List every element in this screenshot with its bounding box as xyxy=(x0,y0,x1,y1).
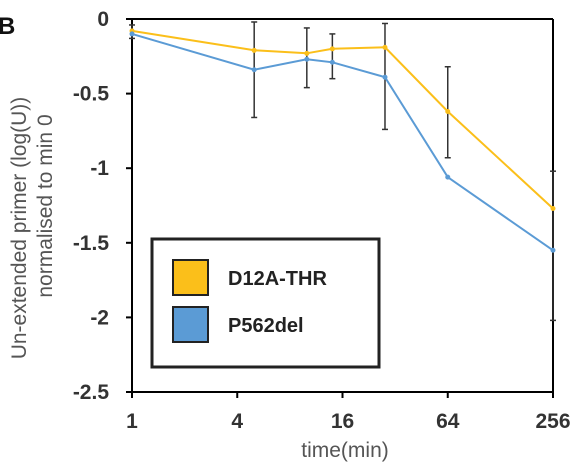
legend-swatch-d12a-thr xyxy=(172,259,209,296)
y-tick-label: -2 xyxy=(90,306,109,329)
x-tick-label: 16 xyxy=(331,410,354,433)
data-point xyxy=(382,74,388,80)
x-ticks: 1 4 16 64 256 xyxy=(126,392,571,433)
data-point xyxy=(382,44,388,50)
legend: D12A-THR P562del xyxy=(150,237,381,369)
legend-box xyxy=(150,237,381,369)
legend-swatch-p562del xyxy=(172,306,209,343)
y-tick-label: -0.5 xyxy=(73,83,110,106)
series-line-0 xyxy=(131,29,554,210)
y-tick-label: -2.5 xyxy=(73,381,110,404)
series-markers xyxy=(129,28,556,253)
series-line-1 xyxy=(131,32,554,252)
x-tick-label: 256 xyxy=(535,410,570,433)
data-point xyxy=(251,47,257,53)
data-point xyxy=(304,50,310,56)
x-tick-label: 4 xyxy=(231,410,243,433)
y-tick-label: -1 xyxy=(90,157,109,180)
y-ticks: 0 -0.5 -1 -1.5 -2 -2.5 xyxy=(73,8,132,404)
x-tick-label: 64 xyxy=(436,410,460,433)
data-point xyxy=(304,56,310,62)
y-axis-title-line-2: normalised to min 0 xyxy=(34,114,57,297)
data-point xyxy=(251,67,257,73)
legend-label-p562del: P562del xyxy=(228,315,304,337)
data-point xyxy=(329,59,335,65)
data-point xyxy=(445,174,451,180)
data-point xyxy=(129,31,135,37)
x-axis-title: time(min) xyxy=(301,439,389,462)
y-axis-title-line-1: Un-extended primer (log(U)) xyxy=(8,97,31,360)
y-tick-label: 0 xyxy=(97,8,109,31)
series-lines xyxy=(131,29,554,252)
data-point xyxy=(445,109,451,115)
data-point xyxy=(550,205,556,211)
y-tick-label: -1.5 xyxy=(73,232,110,255)
panel-label: B xyxy=(0,13,15,40)
data-point xyxy=(329,46,335,52)
legend-label-d12a-thr: D12A-THR xyxy=(228,268,327,290)
data-point xyxy=(550,247,556,253)
x-tick-label: 1 xyxy=(126,410,138,433)
